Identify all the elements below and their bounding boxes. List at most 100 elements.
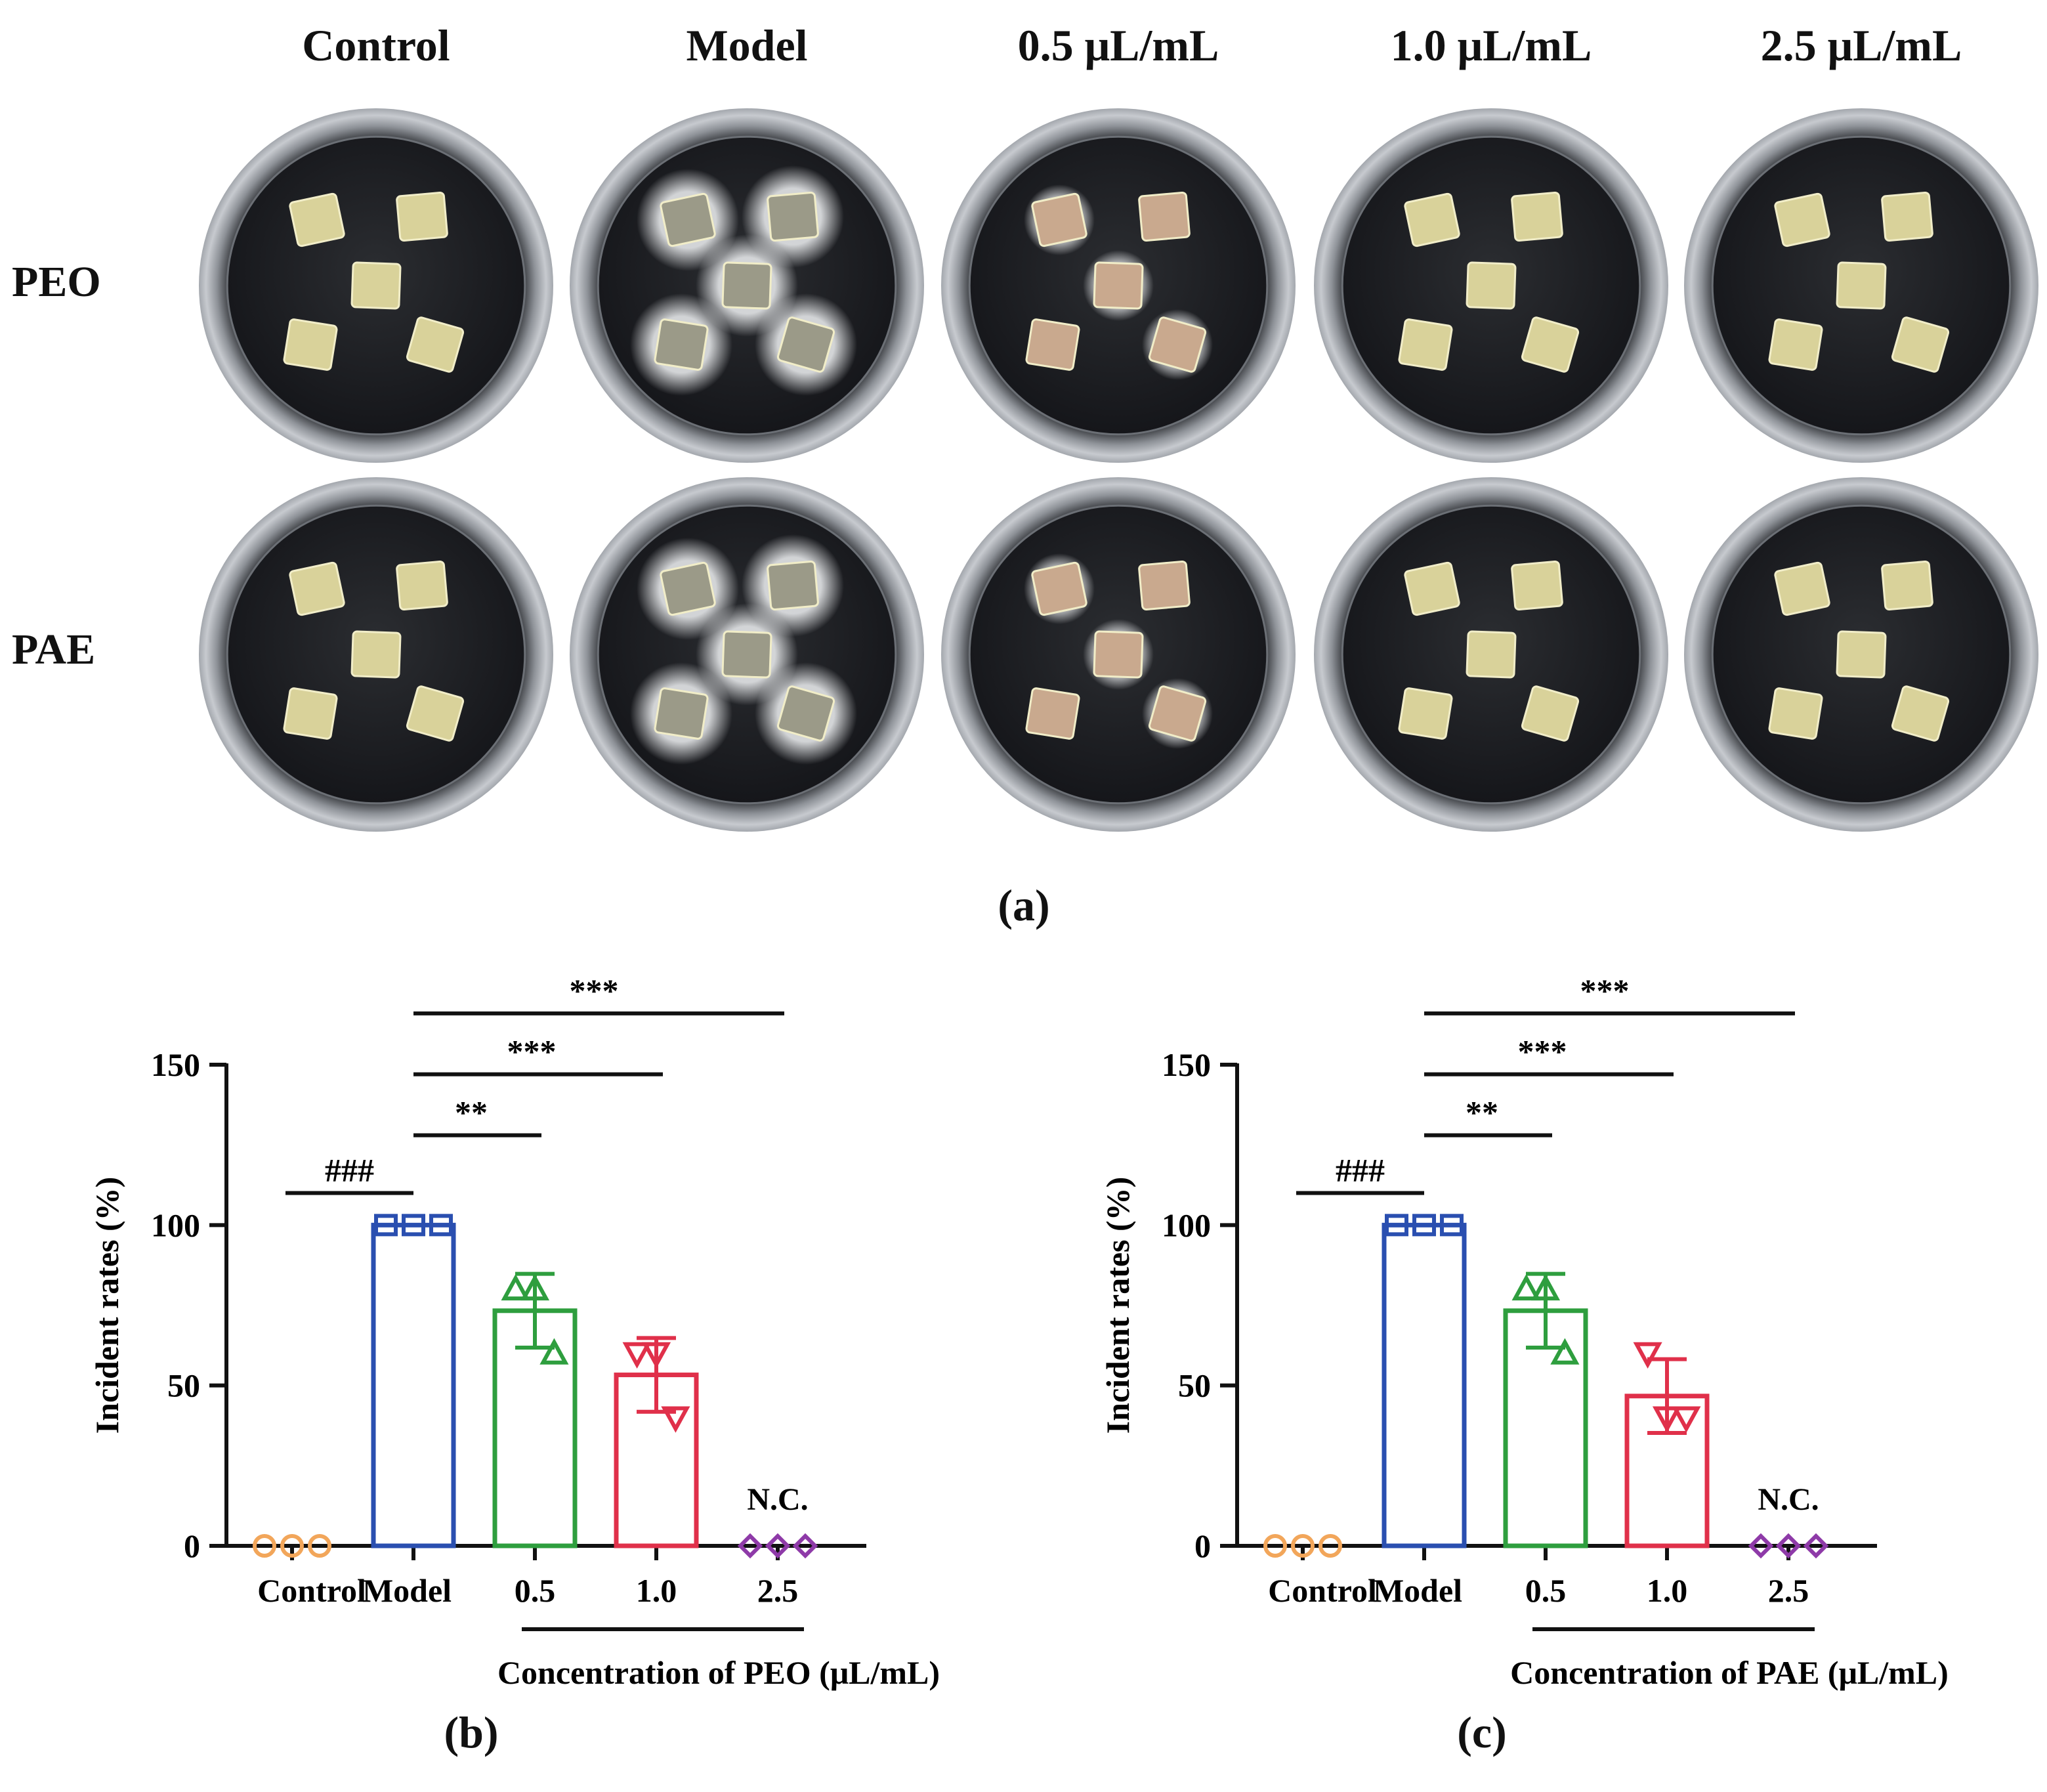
tissue-sample xyxy=(396,560,448,611)
x-tick-label: 2.5 xyxy=(1768,1572,1809,1609)
tissue-sample xyxy=(1138,191,1191,242)
tissue-sample xyxy=(1774,561,1830,616)
panel-label-c: (c) xyxy=(1457,1707,1507,1757)
bar xyxy=(371,1222,456,1548)
y-tick-label: 50 xyxy=(1178,1367,1211,1404)
data-point xyxy=(1412,1214,1436,1237)
tissue-sample xyxy=(1466,630,1517,679)
tissue-sample xyxy=(396,191,448,242)
nc-label: N.C. xyxy=(1758,1482,1819,1517)
tissue-sample xyxy=(350,261,402,310)
row-label-pae: PAE xyxy=(12,626,96,673)
petri-dish xyxy=(570,477,924,832)
data-point xyxy=(641,1342,671,1369)
data-point xyxy=(402,1214,425,1237)
panel-label-a: (a) xyxy=(998,880,1050,930)
petri-dish xyxy=(199,477,553,832)
petri-dish xyxy=(570,108,924,463)
tissue-sample xyxy=(1774,192,1830,247)
petri-dish xyxy=(941,477,1296,832)
significance-label: *** xyxy=(1580,972,1630,1009)
tissue-sample xyxy=(767,560,819,611)
tissue-sample xyxy=(1404,192,1460,247)
tissue-sample xyxy=(350,630,402,679)
significance-label: ### xyxy=(325,1151,374,1188)
y-tick-label: 150 xyxy=(1162,1046,1211,1083)
data-point xyxy=(1263,1534,1287,1558)
data-point xyxy=(1511,1273,1541,1301)
x-tick-label: 1.0 xyxy=(636,1572,677,1609)
tissue-sample xyxy=(1093,261,1144,310)
data-point xyxy=(1291,1534,1315,1558)
data-point xyxy=(253,1534,276,1558)
tissue-sample xyxy=(289,561,345,616)
y-tick-label: 0 xyxy=(184,1527,200,1564)
data-point xyxy=(622,1342,652,1369)
data-point xyxy=(1652,1406,1682,1433)
data-point xyxy=(1385,1214,1408,1237)
tissue-sample xyxy=(1025,687,1080,740)
petri-dish-photo-grid xyxy=(199,108,2038,832)
tissue-sample xyxy=(1404,561,1460,616)
tissue-sample xyxy=(1148,316,1207,373)
data-point xyxy=(737,1533,763,1559)
tissue-sample xyxy=(283,687,338,740)
tissue-sample xyxy=(1521,685,1580,742)
x-tick-label: Model xyxy=(362,1572,452,1609)
y-axis-label: Incident rates (%) xyxy=(89,1177,125,1434)
significance-label: ** xyxy=(455,1094,488,1131)
data-point xyxy=(429,1214,453,1237)
y-tick-label: 100 xyxy=(151,1206,200,1243)
petri-dish xyxy=(941,108,1296,463)
significance-label: *** xyxy=(570,972,619,1009)
tissue-sample xyxy=(1891,685,1950,742)
tissue-sample xyxy=(776,685,835,742)
column-label-0-5: 0.5 μL/mL xyxy=(1017,20,1219,70)
data-point xyxy=(280,1534,304,1558)
tissue-sample xyxy=(1466,261,1517,310)
x-tick-label: 0.5 xyxy=(1525,1572,1567,1609)
data-point xyxy=(661,1406,690,1433)
tissue-sample xyxy=(776,316,835,373)
tissue-sample xyxy=(283,318,338,371)
column-label-model: Model xyxy=(686,20,808,70)
data-point xyxy=(1319,1534,1342,1558)
x-tick-label: Control xyxy=(1268,1572,1377,1609)
data-point xyxy=(1550,1338,1580,1365)
tissue-sample xyxy=(767,191,819,242)
tissue-sample xyxy=(721,630,772,679)
x-tick-label: 2.5 xyxy=(757,1572,799,1609)
y-axis-label: Incident rates (%) xyxy=(1099,1177,1136,1434)
significance-label: ### xyxy=(1336,1151,1385,1188)
tissue-sample xyxy=(654,318,709,371)
tissue-sample xyxy=(1511,191,1563,242)
data-point xyxy=(1748,1533,1774,1559)
data-point xyxy=(1530,1273,1561,1301)
data-point xyxy=(1633,1342,1662,1369)
tissue-sample xyxy=(1138,560,1191,611)
significance-label: ** xyxy=(1466,1094,1498,1131)
tissue-sample xyxy=(1511,560,1563,611)
tissue-sample xyxy=(1398,318,1453,371)
petri-dish xyxy=(1684,108,2038,463)
x-axis-label: Concentration of PAE (μL/mL) xyxy=(1510,1654,1949,1691)
row-label-peo: PEO xyxy=(12,258,101,306)
data-point xyxy=(765,1533,791,1559)
significance-label: *** xyxy=(1518,1033,1567,1070)
tissue-sample xyxy=(406,685,465,742)
tissue-sample xyxy=(1836,630,1887,679)
petri-dish xyxy=(1314,108,1668,463)
tissue-sample xyxy=(1398,687,1453,740)
column-label-1-0: 1.0 μL/mL xyxy=(1390,20,1592,70)
nc-label: N.C. xyxy=(747,1482,808,1517)
tissue-sample xyxy=(1148,685,1207,742)
y-tick-label: 0 xyxy=(1194,1527,1211,1564)
tissue-sample xyxy=(721,261,772,310)
tissue-sample xyxy=(1836,261,1887,310)
tissue-sample xyxy=(1031,561,1087,616)
column-label-2-5: 2.5 μL/mL xyxy=(1760,20,1962,70)
data-point xyxy=(1803,1533,1829,1559)
x-tick-label: Control xyxy=(257,1572,366,1609)
